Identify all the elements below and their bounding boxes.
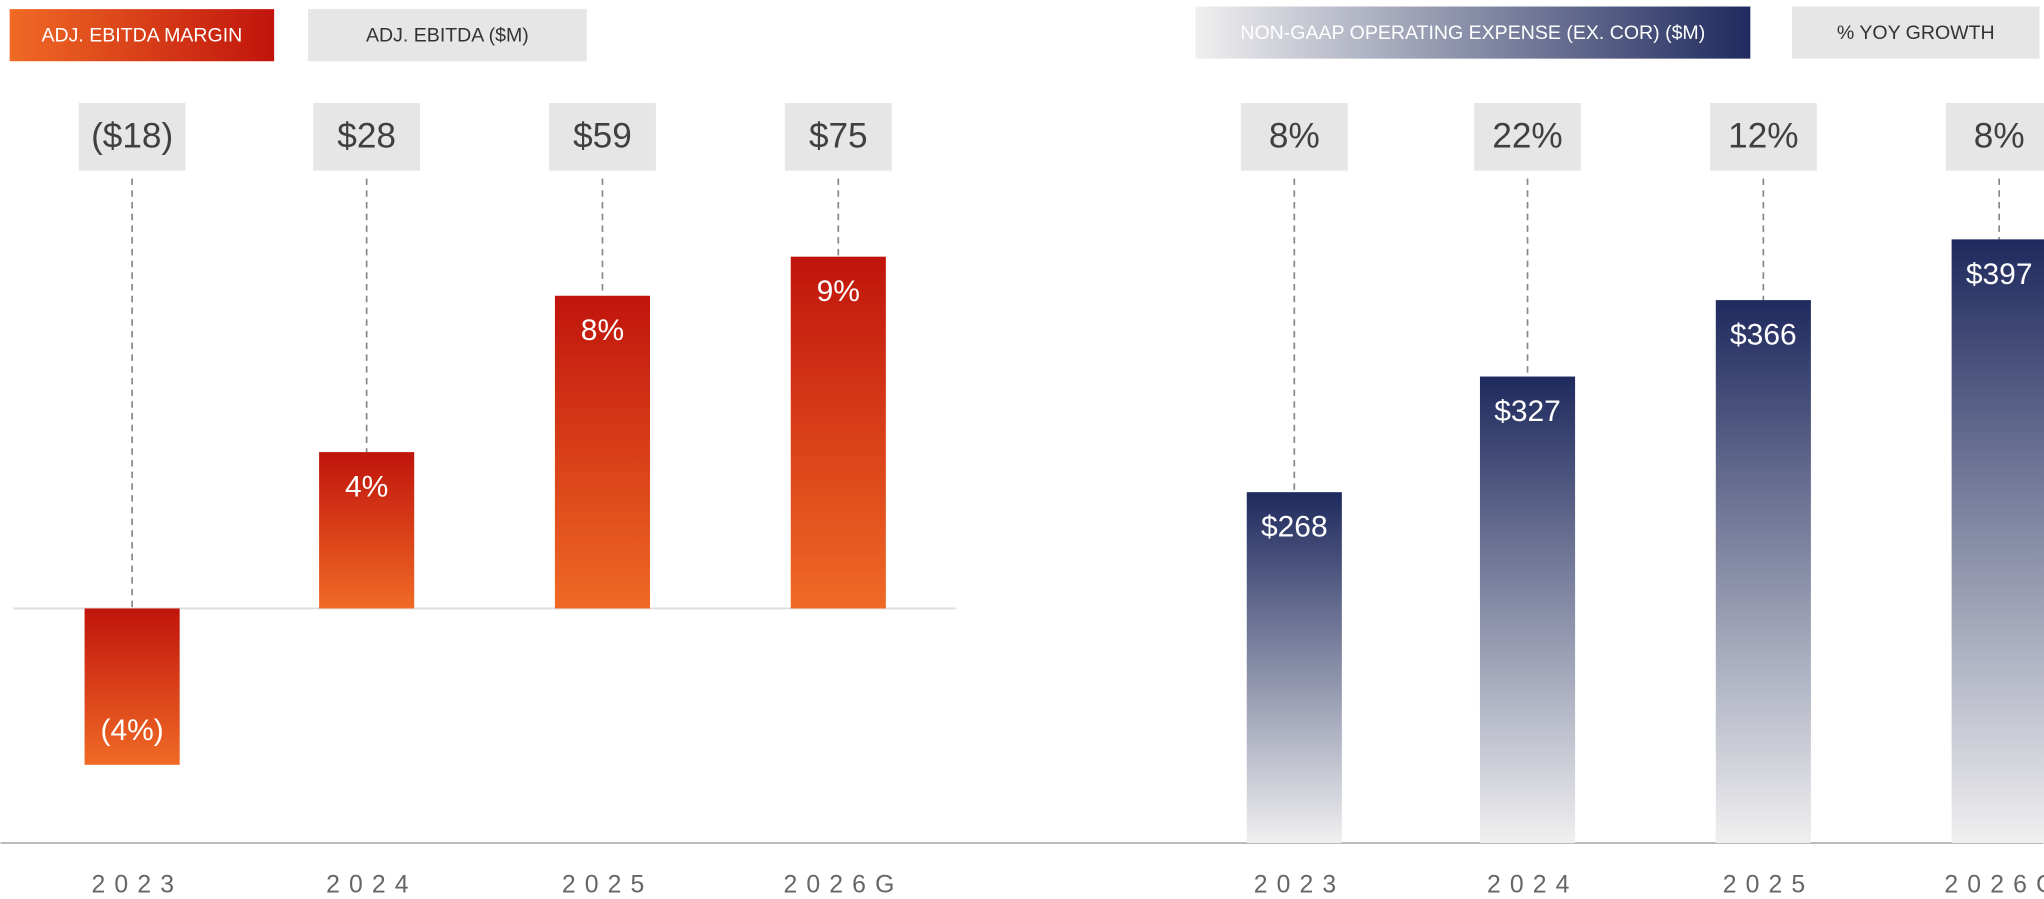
legend-swatch (9, 9, 275, 62)
bar-value-label: $366 (1730, 319, 1797, 352)
bar-value-label: 4% (345, 471, 388, 504)
top-value-label: $59 (573, 116, 632, 155)
x-tick-label: 2023 (1254, 872, 1346, 899)
x-tick-label: 2024 (326, 872, 418, 899)
legend-label: % YOY GROWTH (1837, 22, 1995, 44)
legend-label: NON-GAAP OPERATING EXPENSE (EX. COR) ($M… (1240, 22, 1705, 44)
top-label-box (313, 102, 421, 171)
x-tick-label: 2026G (1944, 872, 2044, 899)
top-value-label: 22% (1492, 116, 1562, 155)
top-label-box (549, 102, 656, 171)
bar-value-label: (4%) (100, 714, 163, 747)
top-label-box (78, 102, 186, 171)
bar-value-label: $327 (1494, 395, 1561, 428)
bar (1951, 239, 2044, 843)
legend-swatch (1195, 6, 1751, 59)
top-value-label: 12% (1728, 116, 1798, 155)
top-label-box (1240, 102, 1348, 171)
top-label-box (1474, 102, 1581, 171)
x-tick-label: 2025 (1723, 872, 1815, 899)
bar-value-label: 8% (581, 314, 624, 347)
top-value-label: $75 (809, 116, 868, 155)
bar (1479, 376, 1576, 843)
top-value-label: $28 (337, 116, 396, 155)
legend-swatch (1792, 6, 2040, 59)
legend-label: ADJ. EBITDA ($M) (366, 25, 529, 47)
bar (1246, 492, 1342, 843)
bar (790, 256, 886, 609)
x-tick-label: 2023 (92, 872, 184, 899)
bar-value-label: 9% (817, 275, 860, 308)
x-tick-label: 2025 (562, 872, 654, 899)
top-value-label: ($18) (91, 116, 173, 155)
bar-value-label: $397 (1966, 258, 2033, 291)
x-tick-label: 2026G (784, 872, 904, 899)
legend-swatch (308, 9, 587, 62)
top-value-label: 8% (1269, 116, 1320, 155)
bar-value-label: $268 (1261, 511, 1328, 544)
bar (319, 452, 415, 609)
bar (1715, 300, 1811, 843)
bar (84, 608, 180, 765)
legend-label: ADJ. EBITDA MARGIN (42, 25, 243, 47)
x-tick-label: 2024 (1487, 872, 1579, 899)
top-value-label: 8% (1974, 116, 2025, 155)
bar (554, 295, 651, 609)
top-label-box (1709, 102, 1817, 171)
top-label-box (784, 102, 892, 171)
top-label-box (1945, 102, 2044, 171)
